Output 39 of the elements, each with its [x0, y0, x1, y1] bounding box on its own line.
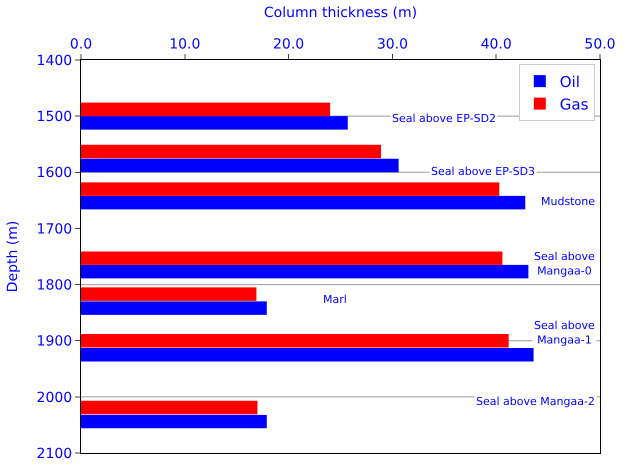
x-tick-label: 10.0: [169, 36, 200, 52]
x-tick-label: 50.0: [584, 36, 616, 52]
y-tick-label: 2100: [36, 446, 72, 462]
legend-label: Gas: [560, 96, 589, 114]
y-tick-label: 2000: [36, 390, 72, 406]
y-tick-label: 1600: [36, 165, 72, 182]
bar: [81, 102, 330, 116]
bar: [81, 334, 509, 348]
annotation: Seal above Mangaa-2: [476, 395, 595, 408]
bar: [81, 264, 528, 278]
bar: [81, 196, 526, 210]
bar: [81, 301, 267, 315]
x-tick-label: 20.0: [273, 36, 304, 52]
x-tick-label: 40.0: [480, 36, 512, 52]
bar: [81, 182, 500, 196]
x-axis-title: Column thickness (m): [264, 5, 418, 21]
legend-label: Oil: [560, 73, 580, 92]
annotation: Seal above EP-SD2: [392, 112, 496, 125]
y-tick-label: 1500: [36, 109, 72, 126]
annotation: Marl: [323, 293, 347, 306]
bar: [81, 414, 267, 428]
annotation: Mudstone: [541, 195, 596, 208]
annotation: Seal above EP-SD3: [431, 165, 536, 178]
bar: [81, 144, 381, 158]
bar: [81, 251, 502, 265]
x-tick-label: 0.0: [70, 36, 92, 52]
y-tick-label: 1700: [36, 221, 72, 238]
bar: [81, 400, 258, 414]
y-tick-label: 1400: [36, 52, 72, 69]
y-tick-label: 1900: [36, 334, 72, 350]
x-tick-label: 30.0: [376, 36, 408, 52]
annotation: Seal above Mangaa-0: [534, 250, 596, 278]
bar: [81, 116, 348, 130]
bar: [81, 158, 399, 172]
bar: [81, 348, 534, 362]
y-axis-title: Depth (m): [5, 220, 22, 292]
bar: [81, 287, 256, 301]
y-tick-label: 1800: [36, 277, 72, 294]
annotation: Seal above Mangaa-1: [534, 319, 596, 346]
